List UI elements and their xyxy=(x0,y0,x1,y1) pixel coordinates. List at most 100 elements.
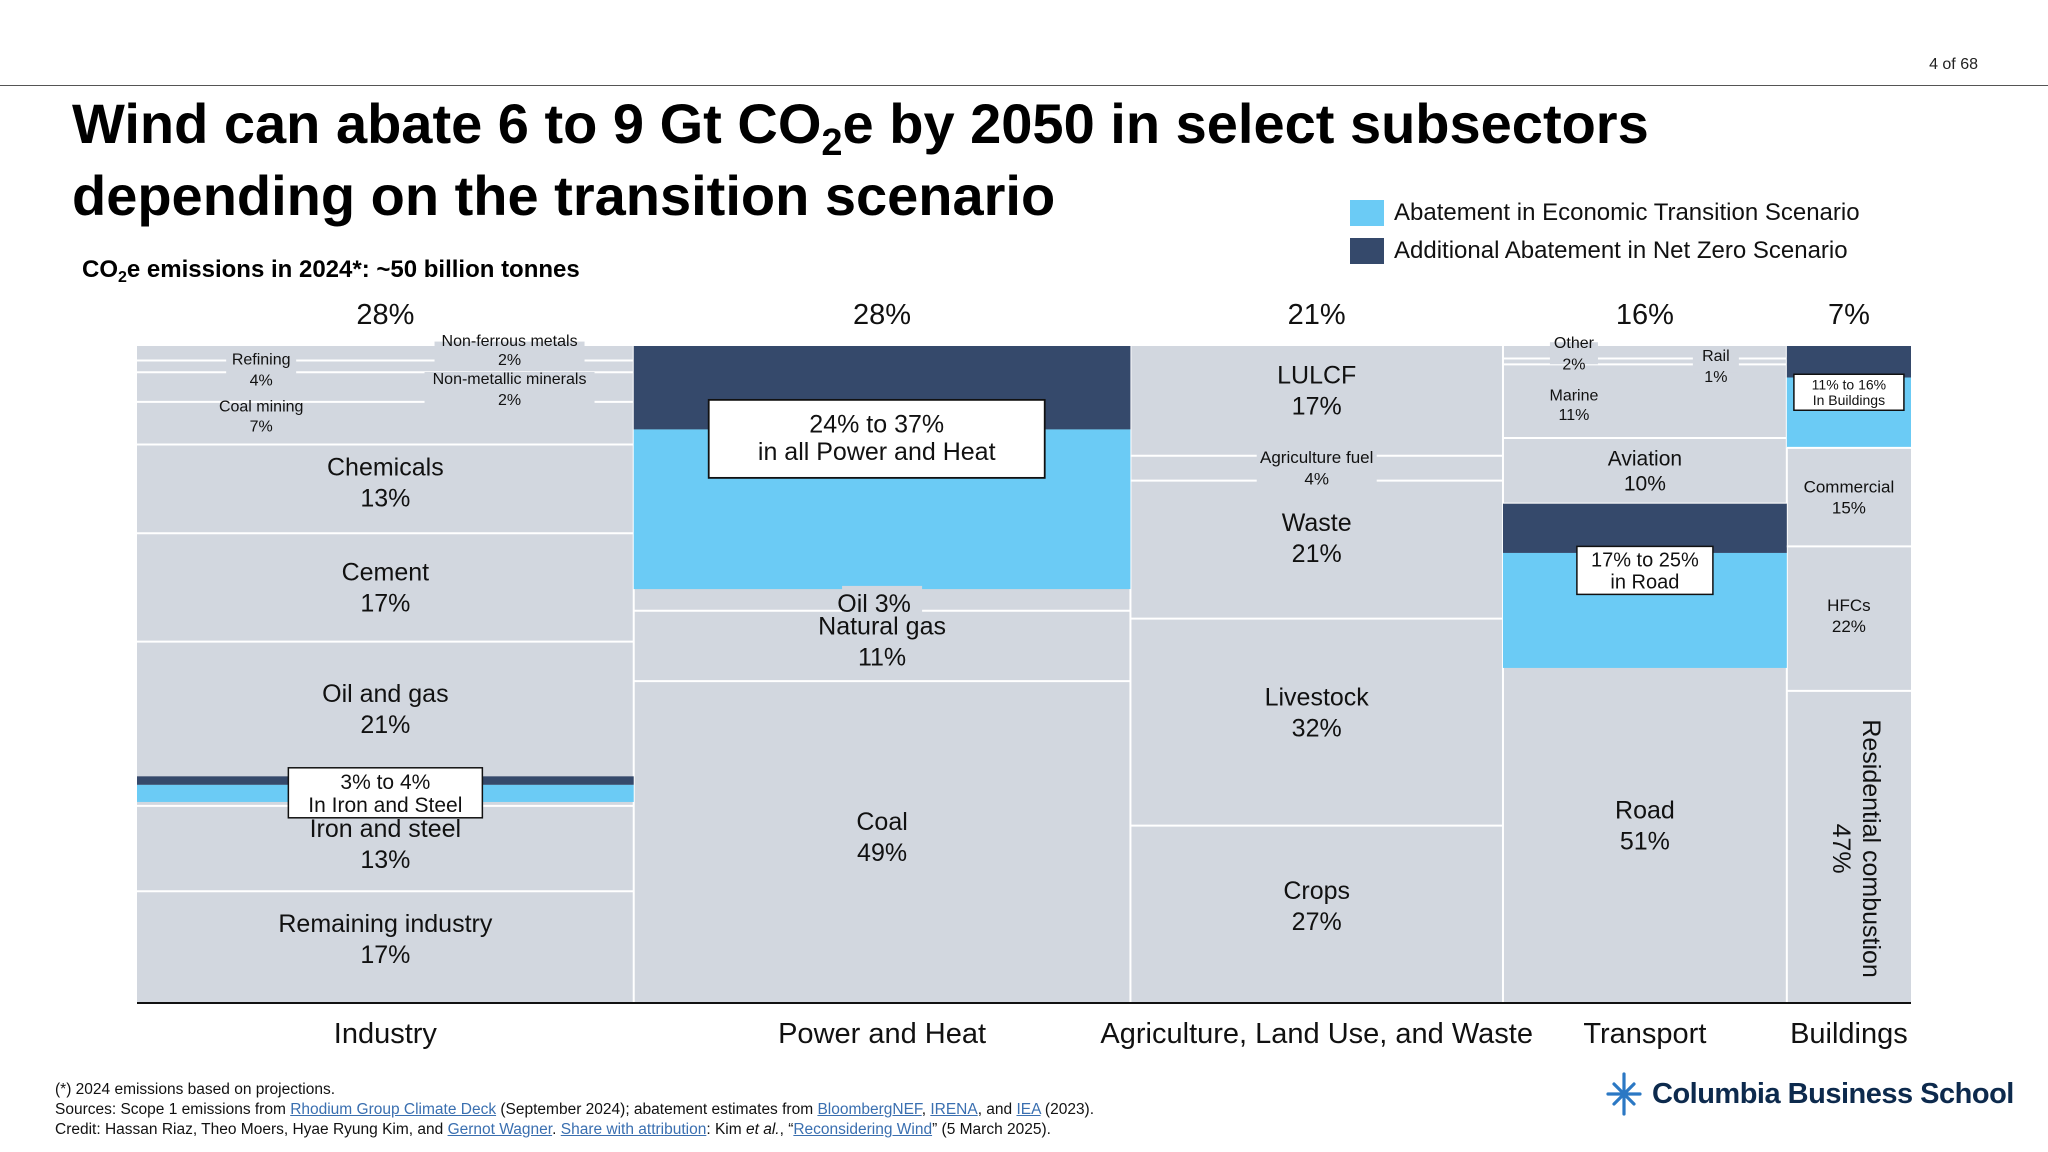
nonferrous-bg xyxy=(434,341,585,364)
fn-text: , “ xyxy=(779,1121,794,1138)
columbia-crown-icon xyxy=(1606,1072,1642,1116)
columbia-logo: Columbia Business School xyxy=(1602,1072,2014,1116)
rail-bg xyxy=(1692,350,1739,373)
callout-power-line2: in all Power and Heat xyxy=(758,438,996,466)
legend-label-economic: Abatement in Economic Transition Scenari… xyxy=(1394,199,1860,226)
legend-label-netzero: Additional Abatement in Net Zero Scenari… xyxy=(1394,237,1848,264)
logo-text: Columbia Business School xyxy=(1652,1077,2014,1110)
gernot-wagner-link[interactable]: Gernot Wagner xyxy=(447,1121,553,1138)
fn-text: Sources: Scope 1 emissions from xyxy=(55,1101,291,1118)
header-divider xyxy=(0,85,2048,86)
share-label-agriculture-land-use-and-waste: 21% xyxy=(1288,299,1346,331)
seg-coal-value: 49% xyxy=(857,839,907,867)
nonmetallic-bg xyxy=(424,371,595,412)
seg-lulcf-name: LULCF xyxy=(1277,361,1356,389)
legend-item-economic: Abatement in Economic Transition Scenari… xyxy=(1350,194,1860,232)
refining-bg xyxy=(226,349,297,390)
callout-iron-steel-line2: In Iron and Steel xyxy=(308,794,462,817)
share-label-buildings: 7% xyxy=(1828,299,1870,331)
seg-nonmetallic-value: 2% xyxy=(498,392,521,409)
fn-text: : Kim xyxy=(706,1121,746,1138)
seg-agfuel-value: 4% xyxy=(1304,470,1329,489)
fn-italic: et al. xyxy=(745,1121,780,1138)
seg-natural-gas-name: Natural gas xyxy=(818,612,946,640)
seg-natural-gas-value: 11% xyxy=(858,643,906,671)
seg-commercial-name: Commercial xyxy=(1804,478,1895,497)
footnotes: (*) 2024 emissions based on projections.… xyxy=(55,1080,1094,1140)
seg-marine-name: Marine xyxy=(1549,388,1598,405)
share-label-transport: 16% xyxy=(1616,299,1674,331)
seg-residential-value: 47% xyxy=(1827,824,1855,874)
seg-road-name: Road xyxy=(1615,796,1675,824)
seg-livestock-value: 32% xyxy=(1292,714,1342,742)
footnote-sources: Sources: Scope 1 emissions from Rhodium … xyxy=(55,1100,1094,1120)
axis-label-transport: Transport xyxy=(1583,1018,1706,1050)
chart-subtitle: CO2e emissions in 2024*: ~50 billion ton… xyxy=(82,256,580,286)
agfuel-bg xyxy=(1256,448,1377,489)
fn-text: (2023). xyxy=(1040,1101,1095,1118)
seg-residential-name: Residential combustion xyxy=(1857,719,1885,977)
legend-swatch-economic xyxy=(1350,200,1384,226)
seg-chemicals-name: Chemicals xyxy=(327,453,444,481)
footnote-credit: Credit: Hassan Riaz, Theo Moers, Hyae Ry… xyxy=(55,1120,1094,1140)
column-bg-transport xyxy=(1502,346,1787,1003)
bloombergnef-link[interactable]: BloombergNEF xyxy=(817,1101,922,1118)
callout-buildings-line1: 11% to 16% xyxy=(1812,376,1886,392)
seg-coal-mining-value: 7% xyxy=(250,418,273,435)
oil-bg xyxy=(842,585,923,616)
fn-text: (September 2024); abatement estimates fr… xyxy=(496,1101,818,1118)
seg-crops-value: 27% xyxy=(1292,908,1342,936)
seg-cement-name: Cement xyxy=(342,559,430,587)
seg-agfuel-name: Agriculture fuel xyxy=(1260,448,1373,467)
seg-nonferrous-name: Non-ferrous metals xyxy=(442,333,578,350)
axis-label-buildings: Buildings xyxy=(1790,1018,1908,1050)
seg-commercial-value: 15% xyxy=(1832,499,1866,518)
callout-road-line1: 17% to 25% xyxy=(1591,550,1699,572)
subtitle-b: e emissions in 2024*: ~50 billion tonnes xyxy=(126,256,580,283)
iea-link[interactable]: IEA xyxy=(1016,1101,1041,1118)
seg-oil-gas-name: Oil and gas xyxy=(322,680,448,708)
abatement-netzero-road xyxy=(1502,503,1787,553)
seg-iron-steel-name: Iron and steel xyxy=(310,815,462,843)
seg-hfcs-name: HFCs xyxy=(1827,596,1870,615)
seg-lulcf-value: 17% xyxy=(1292,392,1342,420)
seg-nonmetallic-name: Non-metallic minerals xyxy=(433,371,587,388)
fn-text: Credit: Hassan Riaz, Theo Moers, Hyae Ry… xyxy=(55,1121,448,1138)
subtitle-a: CO xyxy=(82,256,118,283)
seg-aviation-value: 10% xyxy=(1624,473,1666,496)
seg-refining-value: 4% xyxy=(250,372,273,389)
callout-road-box xyxy=(1576,545,1714,596)
column-bg-industry xyxy=(137,346,634,1003)
seg-refining-name: Refining xyxy=(232,351,291,368)
seg-crops-name: Crops xyxy=(1283,877,1350,905)
share-attribution-link[interactable]: Share with attribution xyxy=(560,1121,707,1138)
seg-coal-mining-name: Coal mining xyxy=(219,399,303,416)
page-number: 4 of 68 xyxy=(1929,56,1978,73)
other-bg xyxy=(1549,342,1598,365)
seg-other-value: 2% xyxy=(1562,357,1585,374)
seg-oil-label: Oil 3% xyxy=(837,590,911,618)
seg-cement-value: 17% xyxy=(360,590,410,618)
column-bg-buildings xyxy=(1786,346,1911,1003)
seg-nonferrous-value: 2% xyxy=(498,352,521,369)
seg-oil-gas-value: 21% xyxy=(360,711,410,739)
rhodium-link[interactable]: Rhodium Group Climate Deck xyxy=(290,1101,497,1118)
page-title: Wind can abate 6 to 9 Gt CO2e by 2050 in… xyxy=(72,88,1832,232)
title-text-2: depending on the transition scenario xyxy=(72,164,1056,227)
legend-swatch-netzero xyxy=(1350,238,1384,264)
callout-buildings-line2: In Buildings xyxy=(1813,392,1885,408)
axis-label-agriculture-land-use-and-waste: Agriculture, Land Use, and Waste xyxy=(1100,1018,1533,1050)
callout-iron-steel-line1: 3% to 4% xyxy=(340,771,430,794)
callout-iron-steel-box xyxy=(287,767,484,819)
reconsidering-wind-link[interactable]: Reconsidering Wind xyxy=(793,1121,933,1138)
irena-link[interactable]: IRENA xyxy=(930,1101,978,1118)
callout-power-line1: 24% to 37% xyxy=(809,411,944,439)
share-label-industry: 28% xyxy=(356,299,414,331)
seg-chemicals-value: 13% xyxy=(360,484,410,512)
callout-road-line2: in Road xyxy=(1610,572,1679,594)
seg-hfcs-value: 22% xyxy=(1832,617,1866,636)
title-text-1a: Wind can abate 6 to 9 Gt CO xyxy=(72,92,822,155)
seg-marine-value: 11% xyxy=(1559,407,1590,424)
title-subscript: 2 xyxy=(821,122,843,164)
chart-legend: Abatement in Economic Transition Scenari… xyxy=(1350,194,1860,270)
